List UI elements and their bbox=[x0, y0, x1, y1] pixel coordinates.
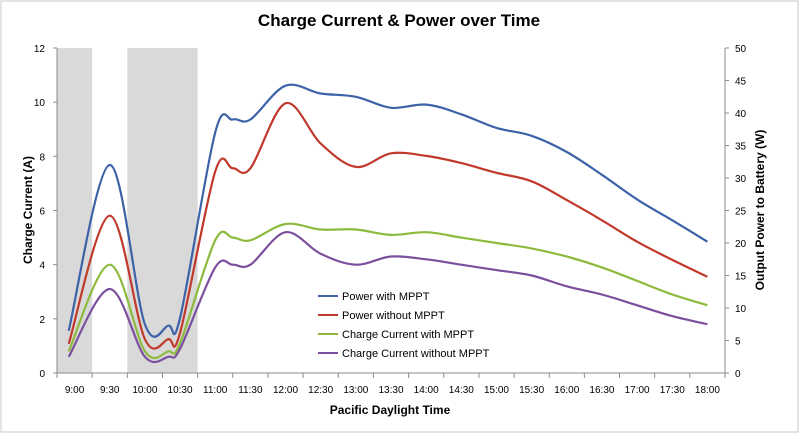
x-tick-label: 17:00 bbox=[625, 385, 650, 396]
y-left-tick-label: 10 bbox=[34, 98, 46, 109]
y-left-tick-label: 4 bbox=[39, 261, 45, 272]
legend-label-current-no-mppt: Charge Current without MPPT bbox=[342, 348, 490, 360]
axes bbox=[53, 47, 729, 378]
y-left-tick-label: 2 bbox=[39, 315, 45, 326]
x-tick-label: 10:30 bbox=[168, 385, 193, 396]
y-right-tick-label: 30 bbox=[735, 174, 747, 185]
x-tick-label: 11:30 bbox=[238, 385, 263, 396]
y-right-tick-label: 15 bbox=[735, 272, 747, 283]
series-current-no-mppt bbox=[67, 231, 708, 364]
y-right-tick-label: 40 bbox=[735, 109, 747, 120]
chart-title: Charge Current & Power over Time bbox=[258, 11, 540, 30]
legend-label-power-no-mppt: Power without MPPT bbox=[342, 310, 445, 322]
x-tick-label: 12:00 bbox=[273, 385, 298, 396]
x-axis-label: Pacific Daylight Time bbox=[330, 403, 451, 417]
x-tick-label: 18:00 bbox=[695, 385, 720, 396]
series-power-mppt bbox=[67, 83, 708, 338]
legend-label-power-mppt: Power with MPPT bbox=[342, 291, 430, 303]
x-tick-label: 12:30 bbox=[308, 385, 333, 396]
y-right-tick-label: 20 bbox=[735, 239, 747, 250]
y-right-tick-label: 35 bbox=[735, 142, 747, 153]
x-tick-label: 15:30 bbox=[519, 385, 544, 396]
x-tick-label: 16:00 bbox=[554, 385, 579, 396]
y-left-tick-label: 0 bbox=[39, 369, 45, 380]
y-right-tick-label: 50 bbox=[735, 44, 747, 55]
y-right-tick-label: 0 bbox=[735, 369, 741, 380]
y-right-tick-label: 25 bbox=[735, 207, 747, 218]
x-tick-label: 9:00 bbox=[65, 385, 85, 396]
x-tick-label: 9:30 bbox=[100, 385, 120, 396]
x-tick-label: 13:30 bbox=[378, 385, 403, 396]
y-right-tick-label: 5 bbox=[735, 337, 741, 348]
y-left-tick-label: 12 bbox=[34, 44, 46, 55]
y-left-tick-label: 6 bbox=[39, 207, 45, 218]
legend-label-current-mppt: Charge Current with MPPT bbox=[342, 329, 474, 341]
x-tick-label: 13:00 bbox=[343, 385, 368, 396]
tick-labels: 0 2 4 6 8 10 12 0 5 10 15 20 25 30 35 40 45 50 9:00 9:30 10:… bbox=[34, 44, 747, 396]
y-left-tick-label: 8 bbox=[39, 152, 45, 163]
y-right-tick-label: 45 bbox=[735, 77, 747, 88]
y-right-tick-label: 10 bbox=[735, 304, 747, 315]
x-tick-label: 11:00 bbox=[203, 385, 228, 396]
x-tick-label: 10:00 bbox=[132, 385, 157, 396]
series-power-no-mppt bbox=[67, 102, 708, 350]
x-tick-label: 14:00 bbox=[414, 385, 439, 396]
y-axis-left-label: Charge Current (A) bbox=[21, 156, 35, 264]
series-lines bbox=[67, 83, 708, 364]
x-tick-label: 15:00 bbox=[484, 385, 509, 396]
x-tick-label: 17:30 bbox=[660, 385, 685, 396]
series-current-mppt bbox=[67, 222, 708, 360]
legend: Power with MPPT Power without MPPT Charg… bbox=[318, 291, 490, 360]
x-tick-label: 16:30 bbox=[589, 385, 614, 396]
y-axis-right-label: Output Power to Battery (W) bbox=[753, 130, 767, 291]
x-tick-label: 14:30 bbox=[449, 385, 474, 396]
